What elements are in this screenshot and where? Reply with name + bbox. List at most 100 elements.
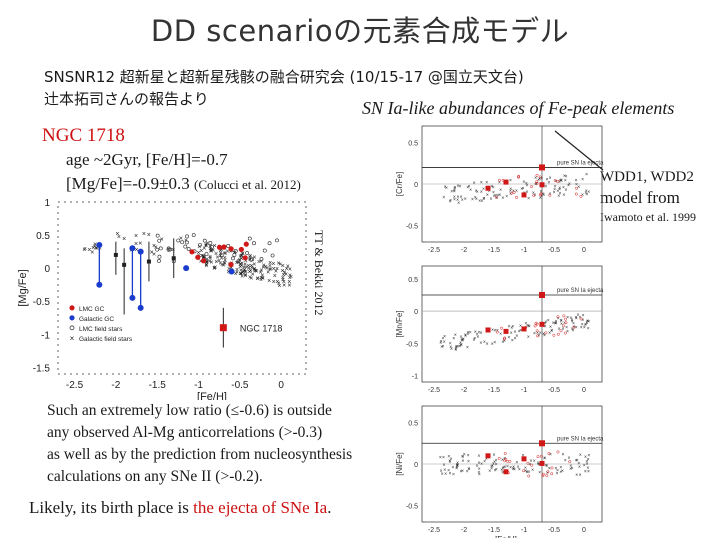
star-point: ×	[543, 456, 546, 462]
star-point: ×	[480, 198, 483, 204]
paragraph-line-2: any observed Al-Mg anticorrelations (>-0…	[47, 424, 323, 441]
field-star-point: ×	[214, 259, 218, 266]
field-star-point: ×	[95, 245, 99, 252]
star-point: ×	[556, 471, 559, 477]
field-star-point: ×	[217, 258, 221, 265]
x-axis-label: [Fe/H]	[495, 535, 517, 538]
field-star-point: ×	[261, 264, 265, 271]
star-point: ×	[475, 196, 478, 202]
star-point: ×	[448, 460, 451, 466]
field-star-point: ×	[288, 267, 292, 274]
mgfe-value: [Mg/Fe]=-0.9±0.3	[66, 174, 190, 193]
field-star-point: ×	[252, 267, 256, 274]
field-star-point: ×	[249, 275, 253, 282]
field-star-point: ×	[248, 255, 252, 262]
star-point: ×	[552, 321, 555, 327]
lmc-star-point	[522, 469, 525, 473]
star-point: ×	[546, 471, 549, 477]
star-point: ×	[553, 187, 556, 193]
star-point: ×	[542, 331, 545, 337]
field-star-point: ×	[213, 265, 217, 272]
lmc-field-point	[166, 247, 171, 252]
star-point: ×	[533, 458, 536, 464]
field-star-point: ×	[244, 258, 248, 265]
lmc-star-point	[541, 472, 545, 476]
star-point: ×	[519, 328, 522, 334]
gc-model-point	[485, 453, 491, 459]
lmc-field-point	[158, 246, 163, 251]
lmc-red-point	[216, 244, 223, 250]
x-tick-label: 0	[582, 247, 586, 254]
field-star-point: ×	[197, 244, 201, 251]
x-tick-label: -0.5	[231, 380, 249, 391]
field-star-point: ×	[213, 265, 217, 272]
star-point: ×	[548, 331, 551, 337]
paragraph-line-3: as well as by the prediction from nucleo…	[47, 446, 353, 463]
field-star-point: ×	[289, 274, 293, 281]
field-star-point: ×	[244, 264, 248, 271]
star-point: ×	[528, 470, 531, 476]
lmc-star-point	[574, 186, 578, 190]
star-point: ×	[539, 195, 542, 201]
y-tick-label: -1.5	[33, 363, 51, 374]
star-point: ×	[460, 343, 463, 349]
lmc-field-point	[252, 241, 256, 246]
field-star-point: ×	[235, 260, 239, 267]
lmc-red-point	[243, 241, 249, 247]
field-star-point: ×	[238, 264, 242, 271]
lmc-red-point	[242, 255, 248, 261]
star-point: ×	[454, 333, 457, 339]
y-tick-label: 0.5	[408, 141, 418, 148]
star-point: ×	[538, 470, 541, 476]
field-star-point: ×	[211, 247, 215, 254]
star-point: ×	[571, 466, 574, 472]
field-star-point: ×	[241, 268, 245, 275]
star-point: ×	[586, 319, 589, 325]
star-point: ×	[495, 462, 498, 468]
field-star-point: ×	[250, 265, 254, 272]
star-point: ×	[480, 180, 483, 186]
star-point: ×	[443, 462, 446, 468]
star-point: ×	[560, 178, 563, 184]
field-star-point: ×	[223, 255, 227, 262]
field-star-point: ×	[87, 247, 91, 254]
star-point: ×	[526, 470, 529, 476]
field-star-point: ×	[268, 263, 272, 270]
star-point: ×	[576, 458, 579, 464]
star-point: ×	[571, 327, 574, 333]
legend-label: Galactic field stars	[79, 336, 133, 343]
field-star-point: ×	[234, 271, 238, 278]
star-point: ×	[518, 467, 521, 473]
star-point: ×	[452, 472, 455, 478]
star-point: ×	[560, 177, 563, 183]
lmc-field-point	[247, 236, 252, 241]
mnfe-chart: -2.5 -2 -1.5 -1 -0.5 0 0.5 0 -0.5 -1 [Mn/Fe] pure S…	[395, 265, 604, 394]
field-star-point: ×	[227, 266, 231, 273]
star-point: ×	[507, 324, 510, 330]
star-point: ×	[490, 197, 493, 203]
star-point: ×	[537, 462, 540, 468]
lmc-star-point	[497, 178, 501, 182]
star-point: ×	[543, 333, 546, 339]
lmc-star-point	[539, 454, 543, 458]
star-point: ×	[577, 461, 580, 467]
star-point: ×	[562, 185, 565, 191]
field-star-point: ×	[224, 251, 228, 258]
star-point: ×	[554, 466, 557, 472]
star-point: ×	[549, 452, 552, 458]
field-star-point: ×	[281, 275, 285, 282]
field-star-point: ×	[152, 243, 156, 250]
star-point: ×	[498, 193, 501, 199]
star-point: ×	[544, 184, 547, 190]
star-point: ×	[543, 321, 546, 327]
field-star-point: ×	[209, 260, 213, 267]
field-star-point: ×	[259, 277, 263, 284]
star-point: ×	[466, 469, 469, 475]
mnfe-plot-area: -2.5 -2 -1.5 -1 -0.5 0 0.5 0 -0.5 -1 [Mn/Fe] pure S…	[395, 265, 604, 394]
star-point: ×	[442, 455, 445, 461]
field-star-point: ×	[222, 260, 226, 267]
lmc-star-point	[535, 322, 539, 326]
field-star-point: ×	[90, 250, 94, 257]
field-star-point: ×	[115, 231, 119, 238]
star-point: ×	[512, 466, 515, 472]
